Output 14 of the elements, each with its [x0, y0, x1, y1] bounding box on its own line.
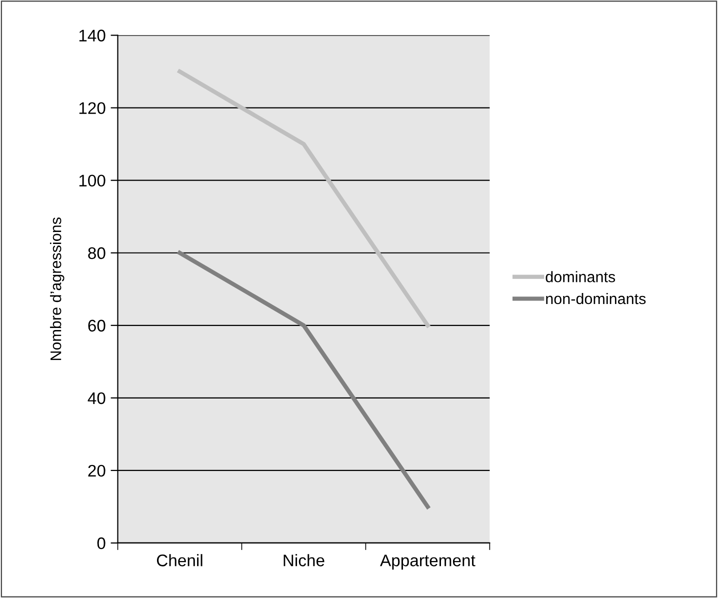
y-axis-title: Nombre d’agressions [50, 218, 64, 360]
legend-label: non-dominants [546, 292, 646, 304]
x-tick-label: Chenil [156, 554, 202, 566]
y-tick-label: 20 [88, 464, 106, 477]
y-tick-label: 40 [88, 392, 106, 404]
y-tick-label: 80 [88, 247, 106, 260]
x-tick-label: Appartement [380, 554, 476, 570]
y-tick-label: 120 [79, 102, 106, 114]
x-tick-label: Niche [284, 554, 324, 566]
y-tick-label: 0 [97, 537, 106, 550]
legend-label: dominants [546, 271, 616, 282]
y-tick-label: 60 [88, 320, 106, 332]
y-tick-label: 100 [79, 174, 106, 187]
y-tick-label: 140 [79, 30, 106, 42]
